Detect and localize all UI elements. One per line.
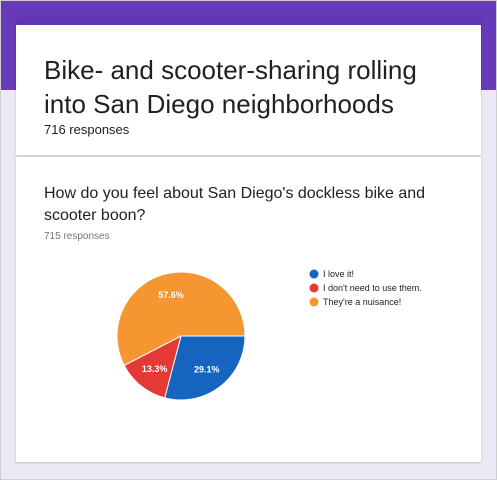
pie-label-they-re-a-nuisance: 57.6% (158, 290, 184, 300)
form-header-card: Bike- and scooter-sharing rolling into S… (16, 17, 481, 155)
legend-marker-i-don-t-need-to-use-them (309, 283, 319, 293)
legend-label-i-love-it: I love it! (323, 269, 354, 279)
legend-marker-they-re-a-nuisance (309, 297, 319, 307)
question-card: How do you feel about San Diego's dockle… (16, 157, 481, 462)
pie-slice-i-don-t-need-to-use-them (123, 335, 182, 399)
pie-slice-i-love-it (164, 335, 246, 401)
pie-label-i-don-t-need-to-use-them: 13.3% (142, 364, 168, 374)
pie-label-i-love-it: 29.1% (194, 365, 220, 375)
legend-label-i-don-t-need-to-use-them: I don't need to use them. (323, 283, 422, 293)
question-response-count: 715 responses (44, 231, 110, 242)
pie-slice-they-re-a-nuisance (116, 271, 246, 367)
form-title: Bike- and scooter-sharing rolling into S… (44, 55, 417, 119)
pie-chart: 29.1% 13.3% 57.6% I love it! I don't need to… (116, 269, 422, 401)
question-title: How do you feel about San Diego's dockle… (44, 185, 426, 224)
legend-label-they-re-a-nuisance: They're a nuisance! (323, 297, 401, 307)
form-response-count: 716 responses (44, 122, 130, 137)
legend-marker-i-love-it (309, 269, 319, 279)
